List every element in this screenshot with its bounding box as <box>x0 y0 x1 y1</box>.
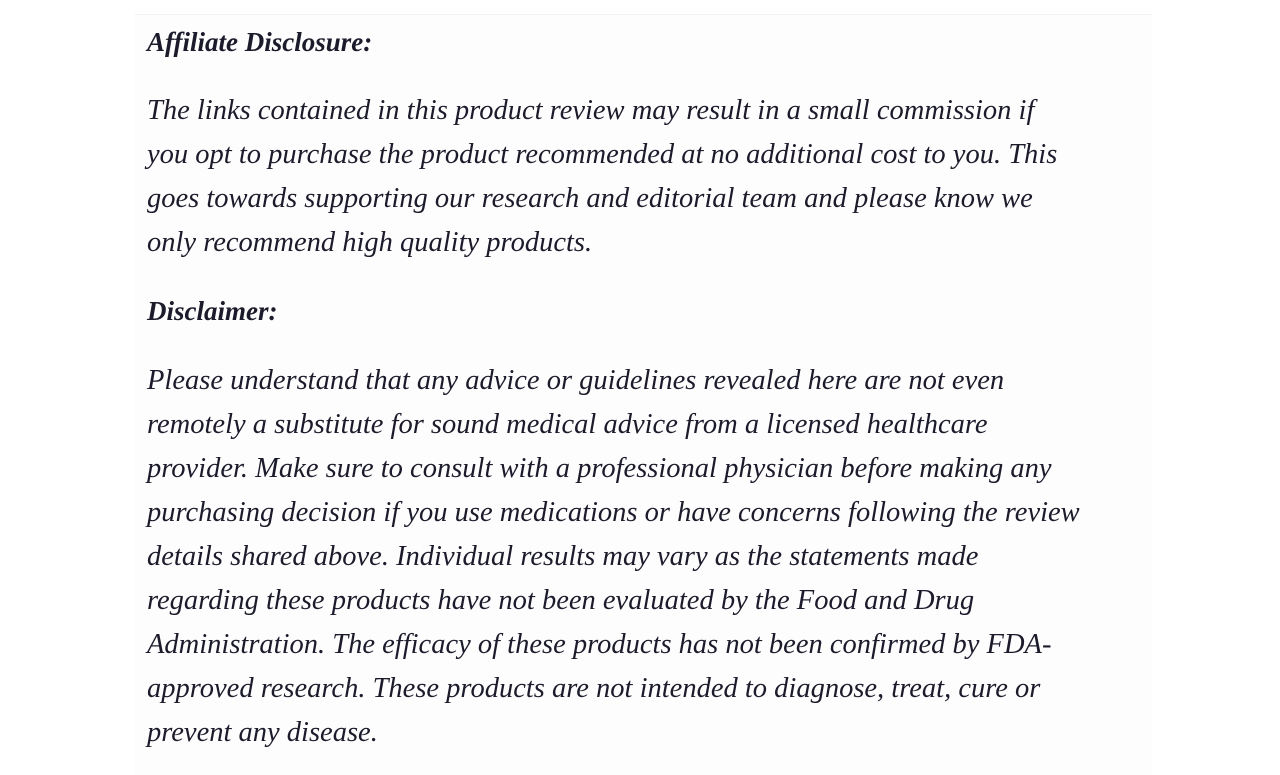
paragraph-line: regarding these products have not been e… <box>147 585 975 616</box>
paragraph-line: The links contained in this product revi… <box>147 95 1035 126</box>
paragraph-line: provider. Make sure to consult with a pr… <box>147 453 1052 484</box>
paragraph-line: prevent any disease. <box>147 717 378 748</box>
content-box <box>135 14 1152 775</box>
paragraph-line: goes towards supporting our research and… <box>147 183 1033 214</box>
affiliate-paragraph: The links contained in this product revi… <box>147 89 1057 265</box>
affiliate-heading: Affiliate Disclosure: <box>147 27 373 57</box>
paragraph-line: purchasing decision if you use medicatio… <box>147 497 1080 528</box>
paragraph-line: only recommend high quality products. <box>147 227 593 258</box>
paragraph-line: remotely a substitute for sound medical … <box>147 409 988 440</box>
disclaimer-heading: Disclaimer: <box>147 296 278 326</box>
paragraph-line: details shared above. Individual results… <box>147 541 979 572</box>
paragraph-line: Administration. The efficacy of these pr… <box>147 629 1052 660</box>
paragraph-line: you opt to purchase the product recommen… <box>147 139 1058 170</box>
disclaimer-paragraph: Please understand that any advice or gui… <box>147 359 1080 755</box>
paragraph-line: approved research. These products are no… <box>147 673 1041 704</box>
paragraph-line: Please understand that any advice or gui… <box>147 365 1005 396</box>
